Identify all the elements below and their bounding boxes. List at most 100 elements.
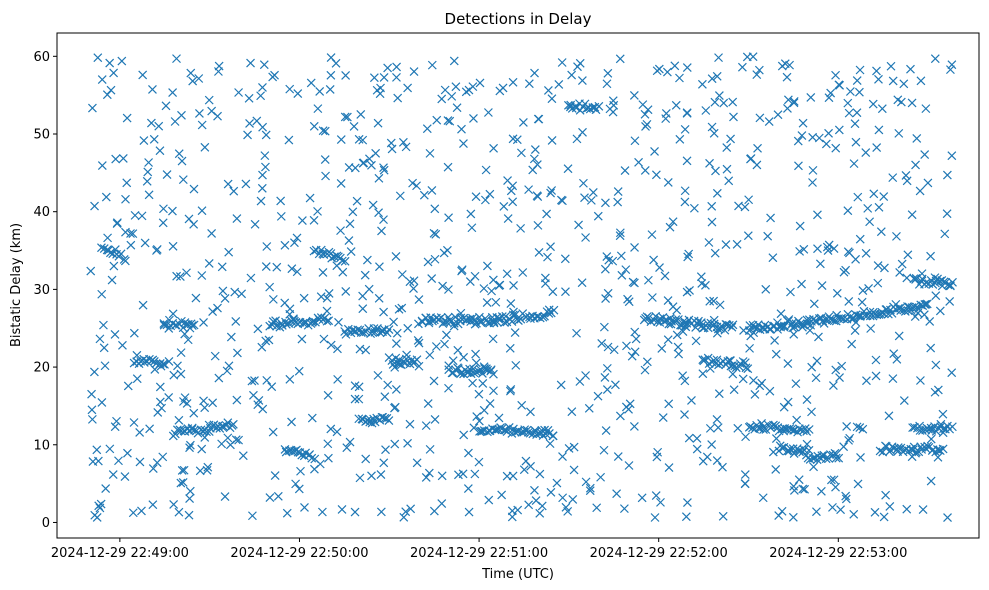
detection-marker <box>594 101 604 111</box>
detection-marker <box>911 160 920 170</box>
detection-marker <box>345 437 355 447</box>
detection-marker <box>947 60 957 70</box>
detection-marker <box>452 103 462 113</box>
detection-marker <box>752 70 762 80</box>
detection-marker <box>608 107 618 117</box>
detection-marker <box>705 296 715 306</box>
detection-marker <box>530 68 539 78</box>
detection-marker <box>534 428 544 438</box>
detection-marker <box>185 494 195 503</box>
detection-marker <box>392 72 401 82</box>
detection-marker <box>97 75 107 84</box>
detection-marker <box>535 508 545 518</box>
detection-marker <box>855 234 865 244</box>
detection-marker <box>841 494 851 504</box>
detection-marker <box>379 458 389 468</box>
detection-marker <box>155 382 165 392</box>
detection-marker <box>224 247 234 257</box>
detection-marker <box>90 510 100 520</box>
detection-marker <box>86 266 96 276</box>
detection-marker <box>879 512 889 522</box>
detection-marker <box>901 170 911 180</box>
detection-marker <box>895 267 905 277</box>
detection-marker <box>362 255 372 265</box>
detection-marker <box>935 446 945 456</box>
detection-marker <box>456 313 466 323</box>
detection-marker <box>241 179 251 189</box>
detection-marker <box>935 306 945 316</box>
detection-marker <box>292 267 302 277</box>
detection-marker <box>383 380 393 390</box>
detection-marker <box>740 470 750 479</box>
detection-marker <box>489 369 498 379</box>
detection-marker <box>640 165 650 175</box>
detection-marker <box>431 342 441 351</box>
detection-marker <box>220 293 230 303</box>
detection-marker <box>831 482 840 492</box>
detection-marker <box>117 56 127 66</box>
detection-marker <box>712 71 722 81</box>
detection-marker <box>89 367 99 377</box>
detection-marker <box>276 211 286 221</box>
detection-marker <box>412 181 421 191</box>
detection-marker <box>506 385 516 394</box>
detection-marker <box>608 96 618 106</box>
detection-marker <box>638 100 648 110</box>
detection-marker <box>112 218 122 228</box>
detection-marker <box>261 162 270 172</box>
detection-marker <box>297 334 307 344</box>
detection-marker <box>829 244 839 253</box>
detection-marker <box>782 72 792 82</box>
detection-marker <box>921 278 931 288</box>
detection-marker <box>651 311 661 321</box>
detection-marker <box>95 503 105 513</box>
detection-marker <box>624 297 634 307</box>
detection-marker <box>250 376 259 385</box>
detection-marker <box>322 306 332 316</box>
detection-marker <box>230 287 240 297</box>
detection-marker <box>444 383 453 393</box>
detection-marker <box>663 296 673 306</box>
detection-marker <box>873 278 883 288</box>
detection-marker <box>705 423 715 433</box>
detection-marker <box>943 513 952 523</box>
detection-marker <box>152 246 161 255</box>
detection-marker <box>842 422 852 431</box>
detection-marker <box>857 297 867 307</box>
detection-marker <box>879 309 889 319</box>
detection-marker <box>629 422 639 431</box>
detection-marker <box>169 370 179 380</box>
detection-marker <box>319 250 329 259</box>
detection-marker <box>841 265 851 275</box>
detection-marker <box>709 128 719 138</box>
detection-marker <box>397 270 407 279</box>
detection-marker <box>513 316 523 325</box>
detection-marker <box>824 128 833 138</box>
detection-marker <box>352 196 362 206</box>
detection-marker <box>408 178 418 188</box>
detection-marker <box>132 374 142 384</box>
detection-marker <box>413 335 423 345</box>
detection-marker <box>231 317 241 326</box>
detection-marker <box>593 211 603 221</box>
detection-marker <box>394 304 404 314</box>
detection-marker <box>852 422 862 432</box>
detection-marker <box>101 484 111 494</box>
detection-marker <box>738 357 748 366</box>
detection-marker <box>87 389 96 399</box>
x-axis-ticks: 2024-12-29 22:49:00 2024-12-29 22:50:00 20… <box>51 538 907 561</box>
detection-marker <box>668 217 678 227</box>
detection-marker <box>336 179 346 188</box>
detection-marker <box>710 97 720 107</box>
detection-marker <box>464 85 474 95</box>
detection-marker <box>651 491 661 500</box>
detection-marker <box>243 130 252 140</box>
detection-marker <box>777 443 787 453</box>
detection-marker <box>267 382 277 392</box>
detection-marker <box>442 245 452 255</box>
detection-marker <box>870 507 880 517</box>
detection-marker <box>916 442 926 452</box>
detection-marker <box>771 464 781 474</box>
detection-marker <box>474 457 484 467</box>
detection-marker <box>572 328 581 338</box>
